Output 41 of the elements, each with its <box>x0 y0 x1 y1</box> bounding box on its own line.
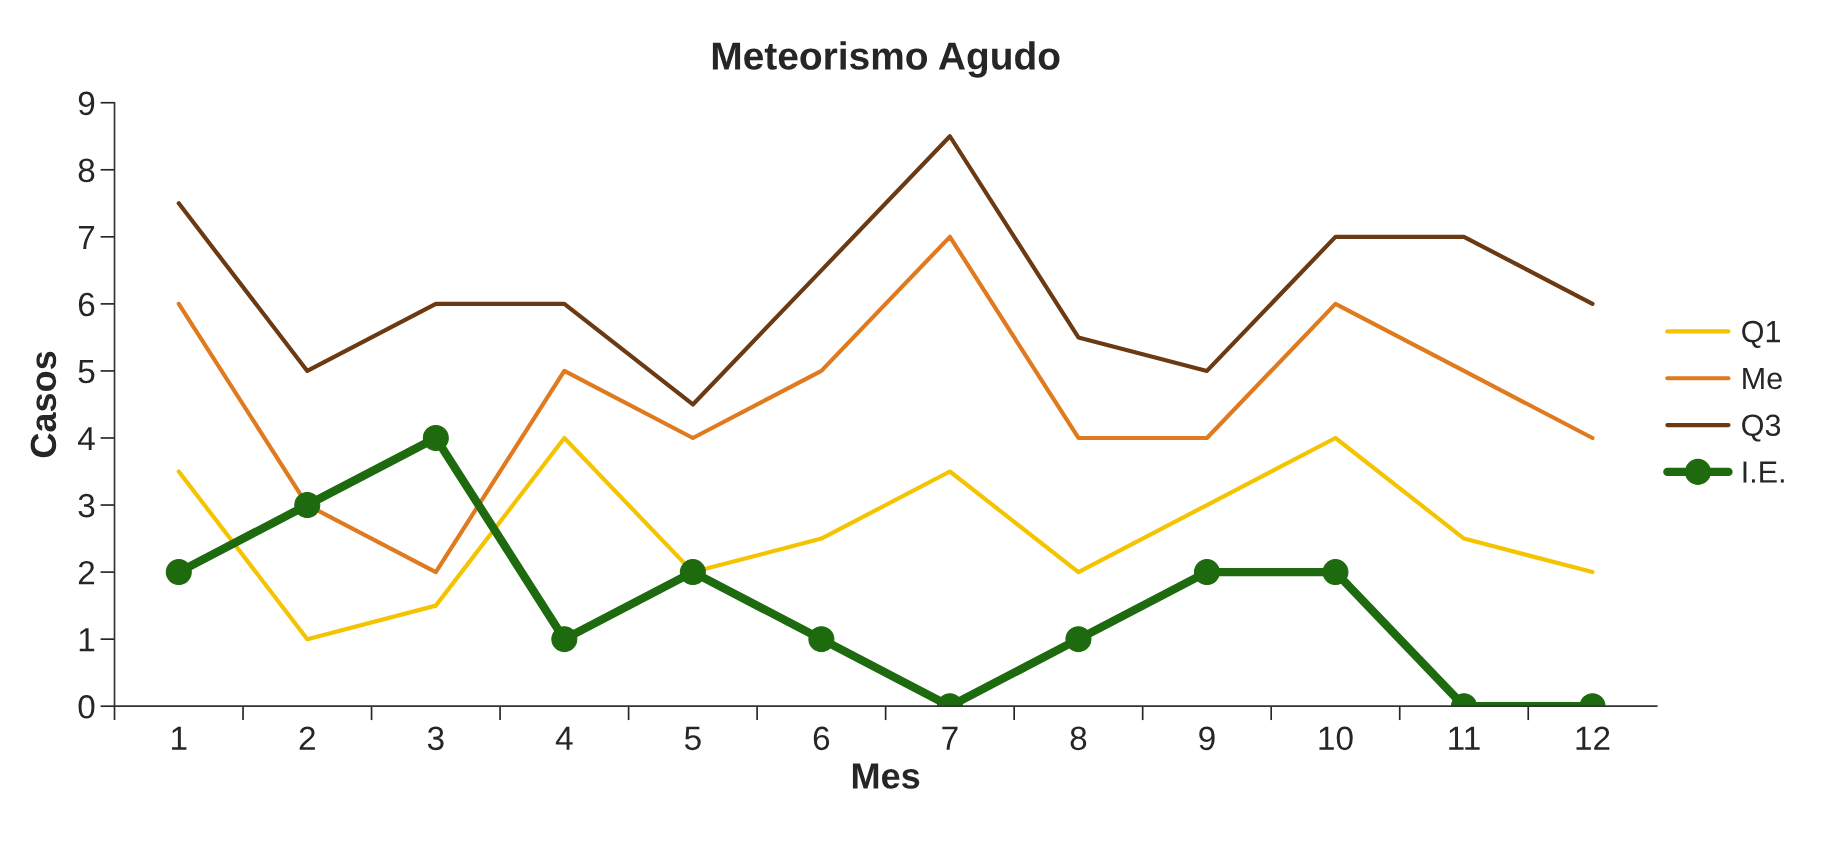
x-tick-label: 5 <box>684 726 701 751</box>
x-tick-label: 10 <box>1319 726 1353 751</box>
point <box>679 559 706 586</box>
point <box>294 492 321 519</box>
x-tick-label: 2 <box>299 726 315 750</box>
y-tick-label: 3 <box>78 493 95 518</box>
y-tick-label: 4 <box>77 427 95 451</box>
point <box>165 559 192 586</box>
x-tick-label: 9 <box>1199 726 1215 751</box>
legend-label: Q3 <box>1742 414 1781 442</box>
point <box>1065 626 1092 653</box>
x-tick-label: 4 <box>555 726 573 750</box>
legend-label: Q1 <box>1742 320 1780 348</box>
point <box>808 626 835 653</box>
point <box>1193 559 1220 586</box>
y-tick-label: 8 <box>78 158 95 183</box>
line-series <box>176 435 1595 642</box>
x-tick-label: 3 <box>427 726 444 751</box>
x-tick-label: 8 <box>1070 726 1087 751</box>
line-series <box>176 134 1595 407</box>
x-tick-label: 12 <box>1576 726 1610 750</box>
line-series <box>176 234 1595 575</box>
point <box>551 626 578 653</box>
chart-title: Meteorismo Agudo <box>712 41 1060 78</box>
point <box>1322 559 1349 586</box>
y-tick-label: 9 <box>78 91 95 116</box>
x-tick-label: 1 <box>172 726 187 750</box>
legend-label: I.E. <box>1743 461 1784 483</box>
legend-label: Me <box>1743 367 1782 390</box>
y-tick-label: 5 <box>78 360 95 384</box>
x-tick-label: 7 <box>942 726 958 750</box>
y-tick-label: 0 <box>78 695 95 719</box>
x-axis-title: Mes <box>852 763 920 789</box>
y-tick-label: 7 <box>78 225 95 249</box>
y-tick-label: 2 <box>78 560 95 585</box>
y-axis-title: Casos <box>30 351 57 458</box>
point <box>422 424 449 452</box>
y-tick-label: 6 <box>78 292 95 317</box>
y-tick-label: 1 <box>79 628 95 652</box>
x-tick-label: 11 <box>1449 726 1480 750</box>
x-tick-label: 6 <box>813 726 830 751</box>
